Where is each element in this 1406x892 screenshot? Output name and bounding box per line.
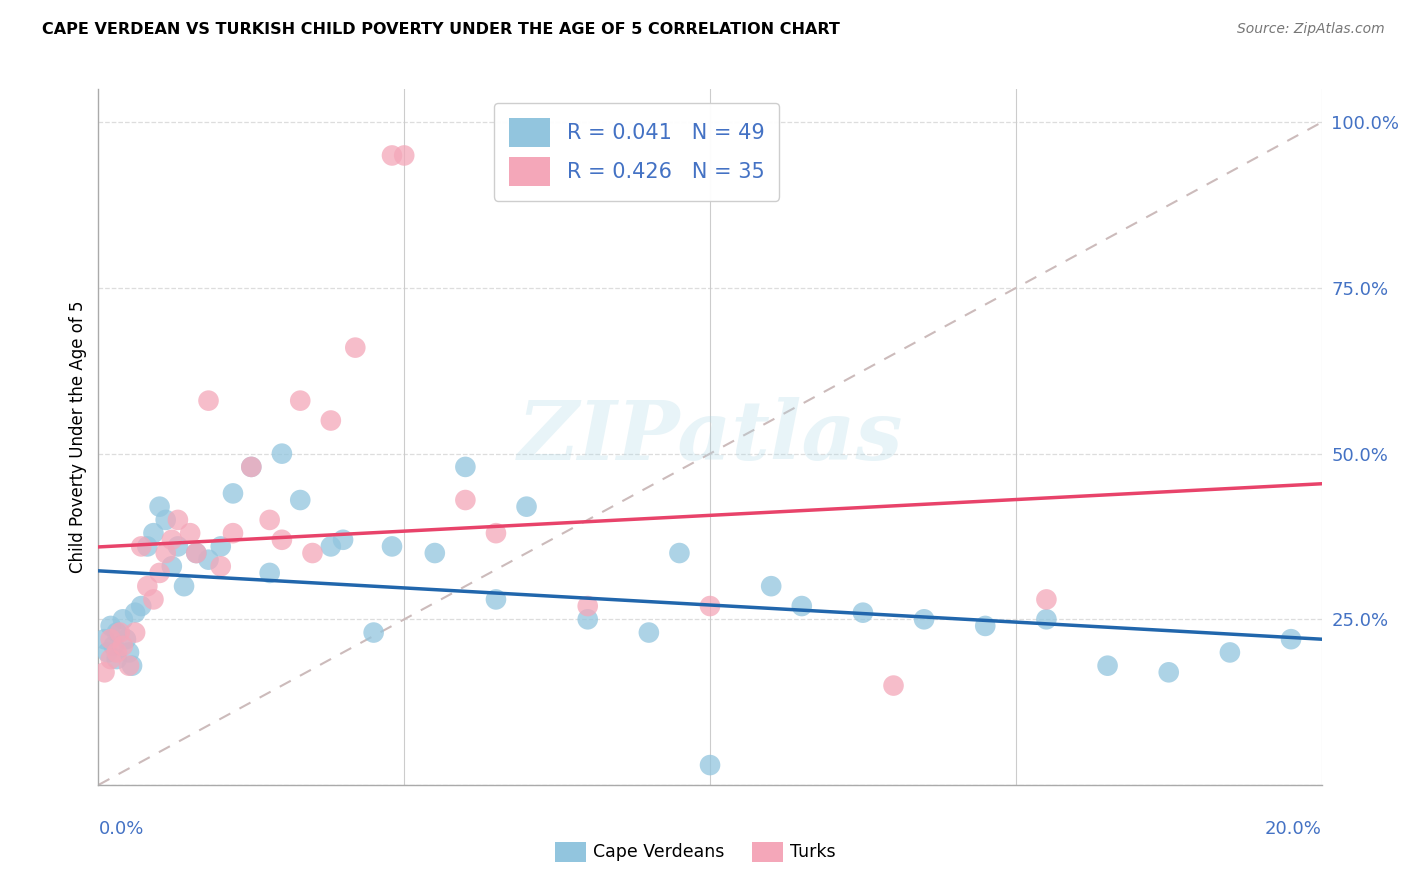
FancyBboxPatch shape (555, 842, 586, 862)
Point (240, 459, 263, 474)
Point (155, 546, 177, 560)
Text: Cape Verdeans: Cape Verdeans (593, 843, 724, 861)
Point (974, 619, 997, 633)
Point (100, 619, 122, 633)
Point (222, 526, 245, 541)
Point (136, 579, 159, 593)
Point (1035, 592, 1057, 607)
Point (576, 599, 599, 613)
Point (576, 612, 599, 626)
Point (699, 599, 721, 613)
Point (155, 513, 177, 527)
Point (1219, 645, 1241, 659)
Point (111, 639, 134, 653)
Point (142, 592, 165, 607)
Point (332, 533, 354, 547)
Point (454, 493, 477, 508)
Point (381, 540, 404, 554)
Point (516, 500, 538, 514)
Point (852, 606, 875, 620)
Point (259, 513, 281, 527)
Text: 0.0%: 0.0% (98, 820, 143, 838)
Point (186, 546, 208, 560)
Point (222, 486, 245, 500)
Point (142, 526, 165, 541)
Point (124, 625, 146, 640)
Point (103, 639, 125, 653)
Point (270, 533, 292, 547)
Point (668, 546, 690, 560)
Point (381, 148, 404, 162)
FancyBboxPatch shape (752, 842, 783, 862)
Text: ZIPatlas: ZIPatlas (517, 397, 903, 477)
Point (179, 526, 201, 541)
Legend: R = 0.041   N = 49, R = 0.426   N = 35: R = 0.041 N = 49, R = 0.426 N = 35 (494, 103, 779, 201)
Point (186, 546, 208, 560)
Point (319, 540, 342, 554)
Point (160, 533, 183, 547)
Point (129, 599, 152, 613)
Text: CAPE VERDEAN VS TURKISH CHILD POVERTY UNDER THE AGE OF 5 CORRELATION CHART: CAPE VERDEAN VS TURKISH CHILD POVERTY UN… (42, 22, 839, 37)
Point (129, 540, 152, 554)
Point (167, 513, 190, 527)
Point (105, 652, 128, 666)
Point (240, 459, 263, 474)
Point (173, 579, 195, 593)
Point (883, 679, 905, 693)
Point (97, 645, 120, 659)
Y-axis label: Child Poverty Under the Age of 5: Child Poverty Under the Age of 5 (69, 301, 87, 574)
Point (1097, 658, 1119, 673)
Point (100, 632, 122, 647)
Point (93, 665, 115, 680)
Point (790, 599, 813, 613)
Point (108, 625, 131, 640)
Point (197, 393, 219, 408)
Point (759, 579, 782, 593)
Point (301, 546, 323, 560)
Point (344, 341, 367, 355)
Text: Turks: Turks (790, 843, 835, 861)
Point (124, 606, 146, 620)
Text: Source: ZipAtlas.com: Source: ZipAtlas.com (1237, 22, 1385, 37)
Point (423, 546, 446, 560)
Point (160, 559, 183, 574)
Point (167, 540, 190, 554)
Point (485, 592, 508, 607)
Point (485, 526, 508, 541)
Point (209, 559, 232, 574)
Point (136, 540, 159, 554)
Point (290, 393, 312, 408)
Text: 20.0%: 20.0% (1265, 820, 1322, 838)
Point (259, 566, 281, 580)
Point (118, 658, 141, 673)
Point (363, 625, 385, 640)
Point (319, 413, 342, 427)
Point (637, 625, 661, 640)
Point (209, 540, 232, 554)
Point (454, 459, 477, 474)
Point (121, 658, 143, 673)
Point (290, 493, 312, 508)
Point (1279, 632, 1302, 647)
Point (912, 612, 935, 626)
Point (105, 625, 128, 640)
Point (197, 552, 219, 566)
Point (1157, 665, 1180, 680)
Point (111, 612, 134, 626)
Point (270, 447, 292, 461)
Point (149, 500, 172, 514)
Point (115, 632, 138, 647)
Point (118, 645, 141, 659)
Point (100, 652, 122, 666)
Point (93, 632, 115, 647)
Point (149, 566, 172, 580)
Point (1035, 612, 1057, 626)
Point (392, 148, 416, 162)
Point (105, 645, 128, 659)
Point (699, 758, 721, 772)
